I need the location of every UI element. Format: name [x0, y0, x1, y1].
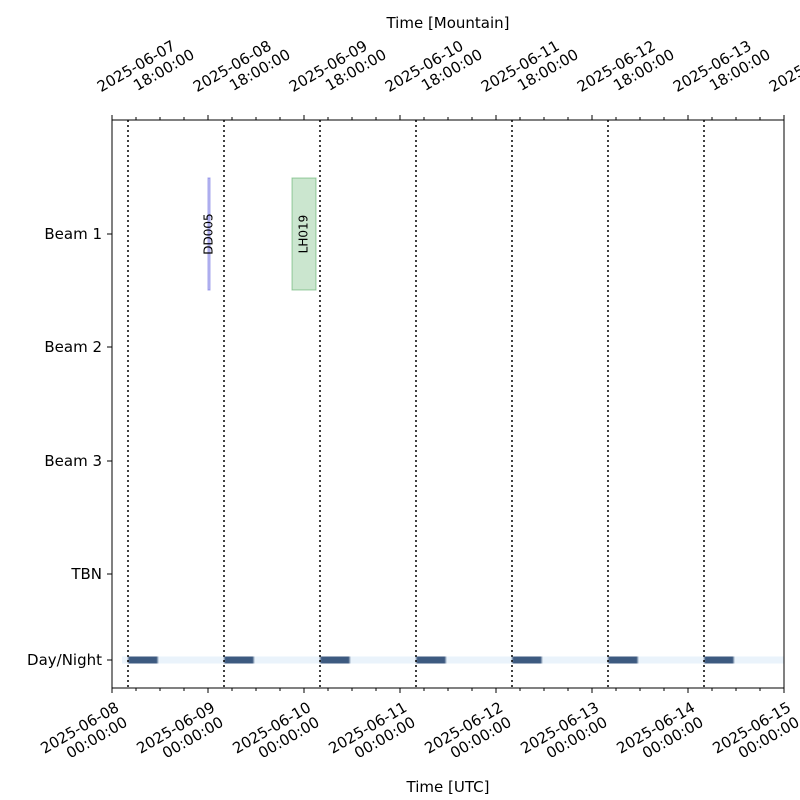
day-band	[122, 656, 784, 664]
midnight-lines	[127, 120, 705, 688]
observation-bar-dd005[interactable]	[207, 177, 211, 291]
y-tick-label: Day/Night	[27, 651, 102, 669]
y-tick-label: TBN	[70, 565, 102, 583]
top-x-axis: 2025-06-0718:00:002025-06-0818:00:002025…	[94, 37, 800, 120]
observation-bar-lh019[interactable]	[291, 177, 317, 291]
plot-frame	[111, 119, 785, 689]
observation-label-lh019: LH019	[297, 215, 311, 254]
night-interval-7	[703, 656, 735, 664]
observations-layer: DD005 LH019	[202, 177, 317, 291]
night-interval-4	[415, 656, 447, 664]
y-tick-label: Beam 1	[44, 225, 102, 243]
night-interval-1	[127, 656, 159, 664]
bottom-axis-title: Time [UTC]	[406, 778, 490, 796]
y-tick-label: Beam 3	[44, 452, 102, 470]
night-interval-3	[319, 656, 351, 664]
night-interval-5	[511, 656, 543, 664]
night-interval-6	[607, 656, 639, 664]
y-tick-label: Beam 2	[44, 338, 102, 356]
day-night-band	[122, 656, 784, 664]
observation-label-dd005: DD005	[202, 213, 216, 254]
top-axis-title: Time [Mountain]	[385, 14, 509, 32]
night-interval-2	[223, 656, 255, 664]
svg-text:2025-06-14: 2025-06-14	[766, 37, 800, 96]
y-axis: Beam 1 Beam 2 Beam 3 TBN Day/Night	[27, 225, 112, 669]
top-tick-label: 2025-06-1418:00:00	[766, 37, 800, 96]
